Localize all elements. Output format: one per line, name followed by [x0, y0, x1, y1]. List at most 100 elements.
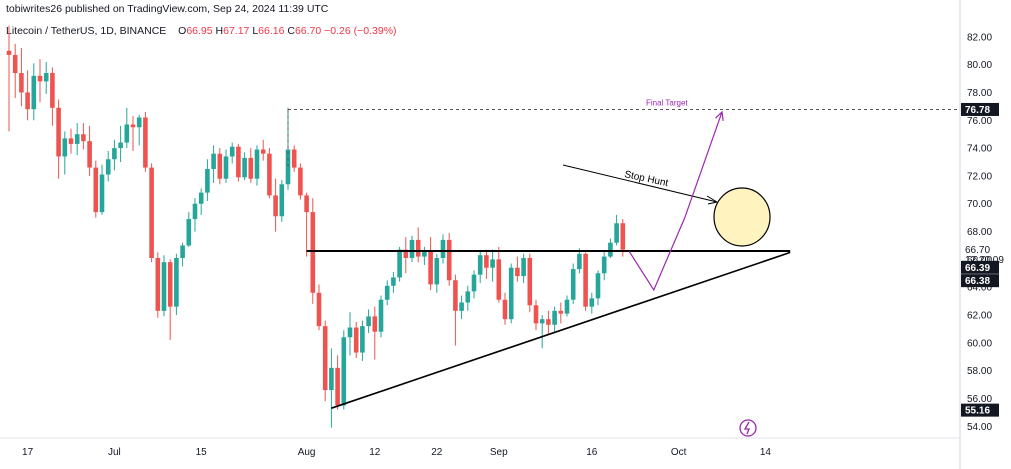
candle	[372, 306, 378, 360]
final-target-label: Final Target	[646, 98, 688, 107]
candle	[428, 237, 433, 290]
price-badge-text: 12:20:09	[965, 255, 1004, 266]
candle	[347, 312, 353, 356]
candle-body	[99, 174, 105, 213]
candle	[477, 251, 483, 284]
candle-body	[620, 223, 626, 250]
candle-body	[415, 239, 421, 257]
candle-body	[37, 75, 43, 82]
candle	[285, 107, 291, 190]
candle-body	[465, 291, 471, 303]
price-badge-text: 76.78	[965, 105, 990, 116]
candle	[527, 253, 533, 313]
price-badge: 66.39	[961, 260, 999, 274]
candle	[25, 70, 30, 121]
candle	[112, 139, 117, 171]
candle	[180, 242, 185, 267]
x-tick-label: 17	[22, 447, 34, 458]
candle-body	[446, 239, 452, 281]
y-tick-label: 76.00	[967, 116, 992, 127]
price-badge-text: 66.70	[965, 245, 990, 256]
candle	[68, 128, 74, 154]
candle-body	[254, 149, 260, 179]
tradingview-logo-icon[interactable]	[739, 419, 757, 437]
candle-body	[583, 253, 588, 307]
y-tick-label: 74.00	[967, 144, 992, 155]
x-tick-label: Oct	[671, 447, 687, 458]
symbol-name[interactable]: Litecoin / TetherUS, 1D, BINANCE	[6, 25, 167, 37]
candle	[149, 163, 154, 263]
candle-body	[496, 259, 502, 300]
stop-hunt-circle	[713, 187, 771, 247]
low-label: L	[252, 25, 259, 37]
candle-body	[608, 242, 613, 257]
candle	[273, 178, 278, 232]
candle	[577, 248, 582, 274]
candle	[124, 107, 130, 149]
candle-body	[558, 310, 564, 314]
candle	[167, 259, 173, 341]
y-tick-label: 72.00	[967, 171, 992, 182]
candle-body	[217, 153, 223, 179]
candle-body	[490, 259, 495, 268]
candle	[186, 212, 192, 247]
candle	[205, 159, 210, 201]
candle	[570, 263, 576, 304]
projection-arrowhead-icon	[715, 110, 724, 121]
high-value: 67.17	[223, 25, 250, 37]
candle	[31, 63, 37, 121]
y-tick-label: 80.00	[967, 60, 992, 71]
candle-body	[6, 50, 12, 55]
candle-body	[304, 195, 309, 213]
y-tick-label: 62.00	[967, 311, 992, 322]
candle	[143, 111, 148, 172]
price-axis[interactable]: 82.00 80.00 78.00 76.00 74.00 72.00 70.00 68.00…	[959, 0, 992, 469]
candle	[12, 43, 18, 99]
open-value: 66.95	[186, 25, 213, 37]
candle-body	[521, 257, 526, 277]
candle-body	[291, 149, 297, 168]
candle-body	[124, 124, 130, 143]
candle	[546, 310, 551, 335]
candle	[341, 330, 347, 410]
candle-body	[87, 141, 92, 168]
candle-body	[236, 146, 241, 178]
candle	[248, 148, 254, 183]
candle-body	[130, 124, 136, 128]
candle-body	[546, 319, 551, 325]
price-badge: 66.70	[965, 245, 990, 256]
candle	[87, 125, 92, 176]
candle-body	[453, 280, 458, 311]
candle	[50, 67, 55, 126]
candle	[198, 188, 204, 215]
candle	[490, 249, 495, 282]
candle	[502, 292, 508, 325]
candle-body	[384, 285, 390, 300]
candle-body	[68, 138, 74, 144]
candle-body	[366, 316, 371, 327]
candle	[391, 271, 396, 293]
x-tick-label: 22	[431, 447, 443, 458]
candle	[329, 348, 334, 428]
candle	[583, 252, 588, 311]
candle-body	[422, 251, 427, 257]
candle-body	[229, 146, 235, 157]
candle	[378, 295, 384, 338]
candle	[260, 139, 266, 161]
candle	[236, 143, 241, 182]
candle-body	[508, 267, 514, 320]
candle	[465, 285, 471, 311]
candle	[515, 256, 520, 282]
low-value: 66.16	[258, 25, 285, 37]
candle-body	[112, 148, 117, 160]
time-axis[interactable]: 17 Jul 15 Aug 12 22 Sep 16 Oct 14	[0, 437, 960, 458]
candle-body	[31, 75, 37, 110]
candle-body	[167, 262, 173, 307]
candle	[56, 99, 61, 179]
y-tick-label: 56.00	[967, 394, 992, 405]
candle	[242, 152, 247, 181]
candle	[446, 232, 452, 286]
candle-body	[149, 167, 154, 258]
